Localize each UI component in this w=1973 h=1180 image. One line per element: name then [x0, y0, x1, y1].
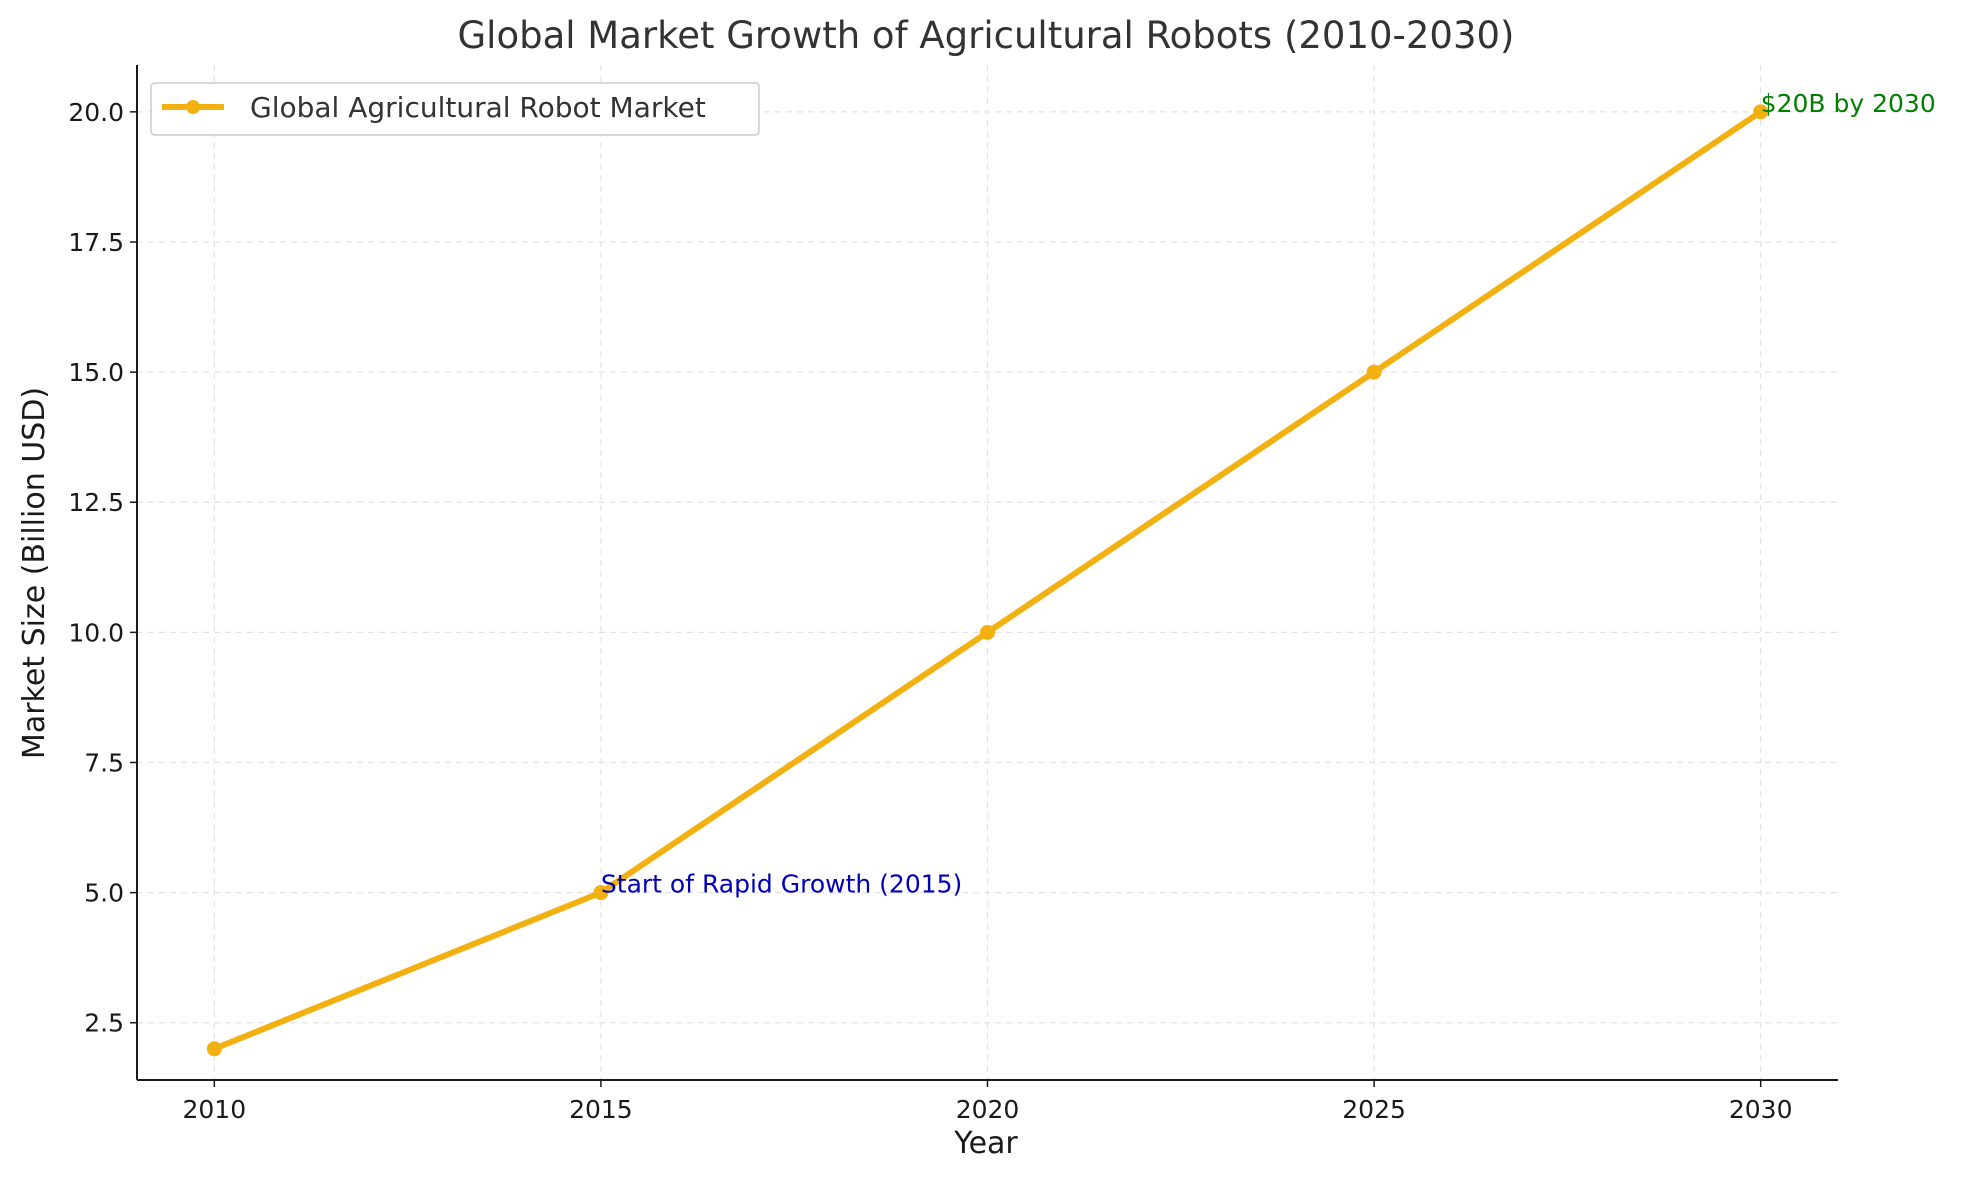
data-point	[206, 1041, 222, 1057]
x-tick-label: 2015	[569, 1095, 633, 1124]
y-tick-label: 12.5	[68, 488, 124, 517]
y-tick-label: 7.5	[84, 748, 124, 777]
legend-box	[150, 82, 760, 136]
x-tick-label: 2030	[1729, 1095, 1793, 1124]
y-tick-label: 10.0	[68, 618, 124, 647]
x-tick-label: 2025	[1342, 1095, 1406, 1124]
data-point	[593, 885, 609, 901]
data-point	[1366, 364, 1382, 380]
x-tick-label: 2010	[183, 1095, 247, 1124]
legend-marker-swatch	[186, 100, 200, 114]
x-tick-label: 2020	[956, 1095, 1020, 1124]
tick-labels: 2010 2015 2020 2025 2030 2.5 5.0 7.5 10.0 12.5 15.…	[68, 98, 1792, 1124]
legend: Global Agricultural Robot Market	[150, 82, 760, 136]
series-layer	[206, 104, 1769, 1057]
chart-title: Global Market Growth of Agricultural Rob…	[458, 14, 1515, 57]
y-tick-label: 2.5	[84, 1009, 124, 1038]
data-point	[1753, 104, 1769, 120]
data-point	[980, 624, 995, 640]
annotations: Start of Rapid Growth (2015) $20B by 2030	[601, 89, 1936, 899]
axes	[130, 65, 1838, 1087]
annotation-label: $20B by 2030	[1761, 89, 1936, 118]
y-tick-label: 5.0	[84, 879, 124, 908]
y-tick-label: 17.5	[68, 228, 124, 257]
y-tick-label: 20.0	[68, 98, 124, 127]
annotation-label: Start of Rapid Growth (2015)	[601, 870, 962, 899]
y-axis-title: Market Size (Billion USD)	[17, 387, 52, 759]
legend-label: Global Agricultural Robot Market	[250, 91, 706, 124]
x-axis-title: Year	[953, 1126, 1018, 1161]
y-tick-label: 15.0	[68, 358, 124, 387]
